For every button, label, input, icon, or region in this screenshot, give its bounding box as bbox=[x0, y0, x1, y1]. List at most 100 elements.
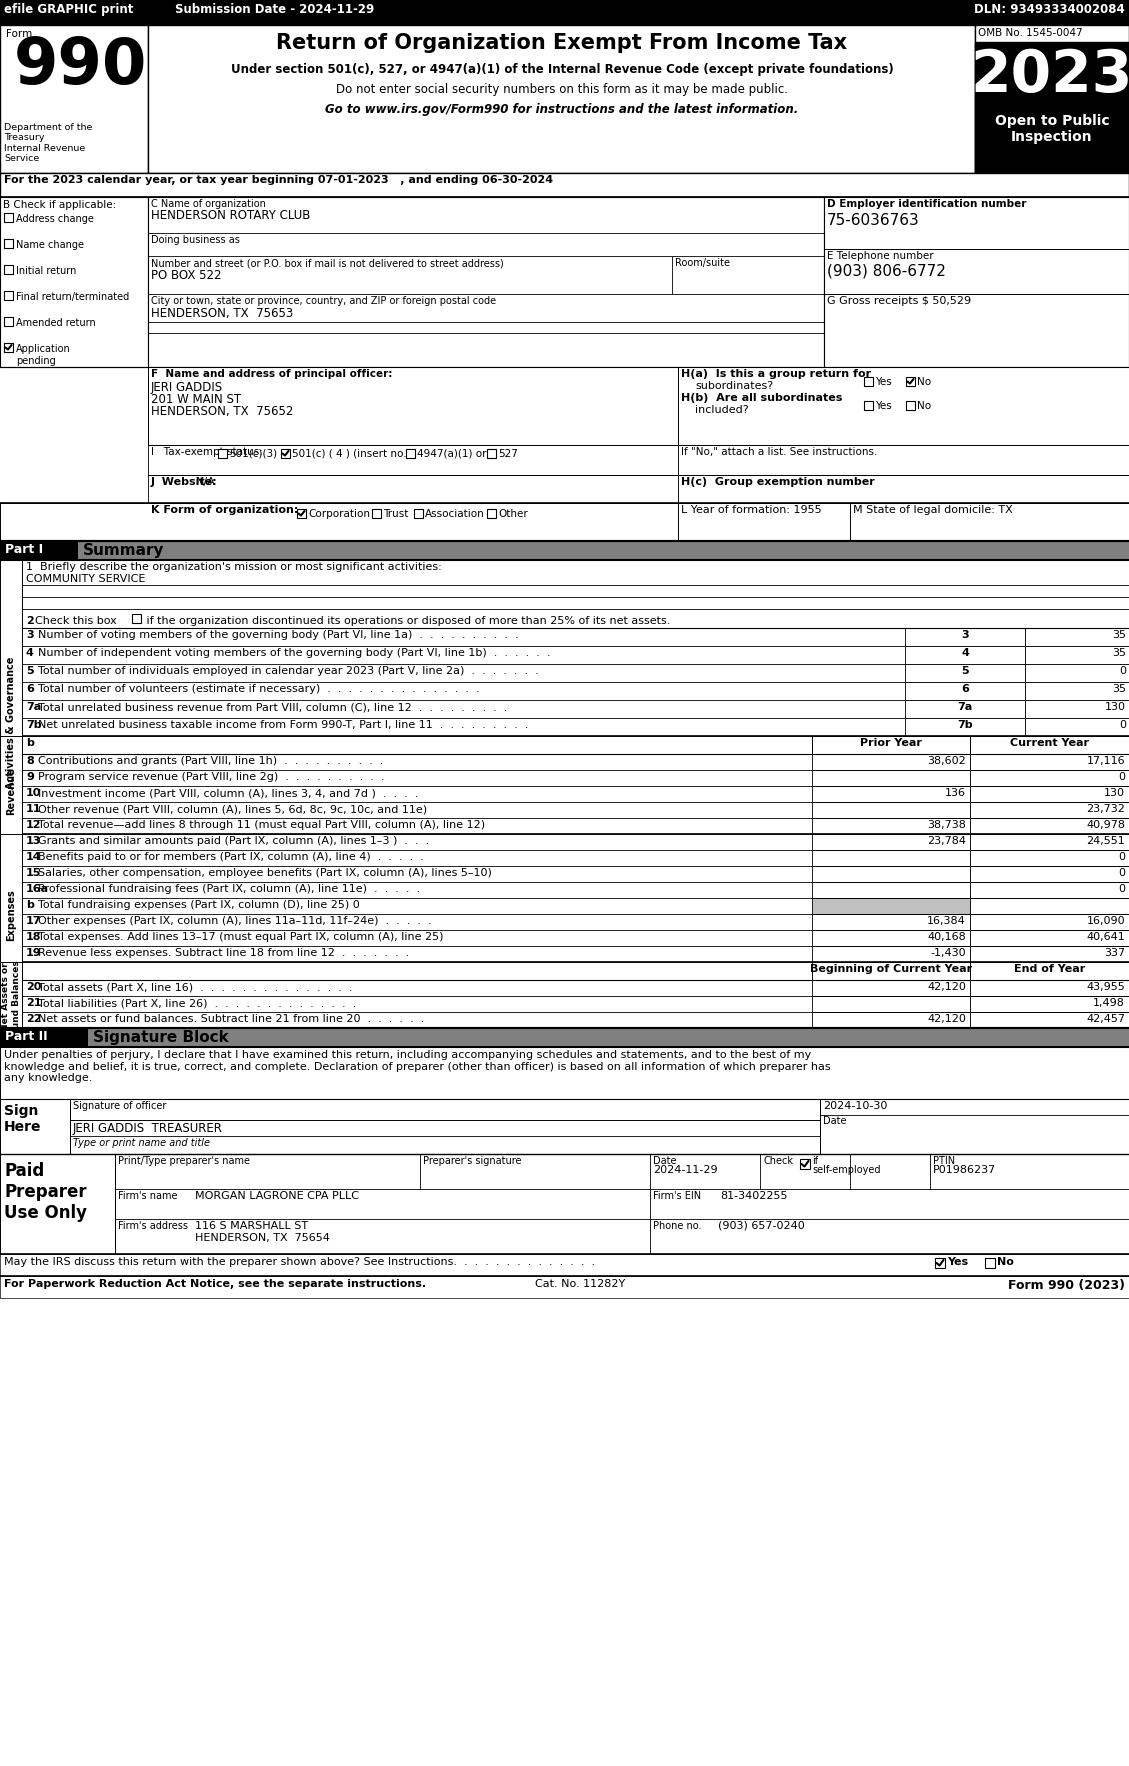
Bar bbox=[812, 786, 970, 802]
Bar bbox=[812, 962, 970, 980]
Bar bbox=[864, 401, 873, 410]
Text: 2: 2 bbox=[26, 616, 34, 625]
Text: No: No bbox=[997, 1257, 1014, 1266]
Text: Number of voting members of the governing body (Part VI, line 1a)  .  .  .  .  .: Number of voting members of the governin… bbox=[38, 630, 518, 639]
Bar bbox=[1025, 646, 1129, 664]
Bar bbox=[148, 475, 679, 503]
Text: Paid
Preparer
Use Only: Paid Preparer Use Only bbox=[5, 1162, 87, 1222]
Bar bbox=[970, 962, 1129, 980]
Text: Summary: Summary bbox=[84, 542, 165, 558]
Text: 10: 10 bbox=[26, 788, 42, 798]
Bar bbox=[905, 664, 1025, 682]
Text: (903) 806-6772: (903) 806-6772 bbox=[828, 263, 946, 279]
Bar bbox=[970, 915, 1129, 931]
Bar bbox=[905, 646, 1025, 664]
Text: Professional fundraising fees (Part IX, column (A), line 11e)  .  .  .  .  .: Professional fundraising fees (Part IX, … bbox=[38, 885, 420, 894]
Text: N/A: N/A bbox=[196, 477, 216, 487]
Text: 5: 5 bbox=[961, 666, 969, 676]
Text: Sign
Here: Sign Here bbox=[5, 1104, 42, 1134]
Text: 21: 21 bbox=[26, 998, 42, 1008]
Bar bbox=[970, 818, 1129, 834]
Bar bbox=[0, 25, 148, 173]
Text: Name change: Name change bbox=[16, 240, 84, 251]
Text: PO BOX 522: PO BOX 522 bbox=[151, 268, 221, 283]
Bar bbox=[5, 238, 14, 247]
Text: 1  Briefly describe the organization's mission or most significant activities:: 1 Briefly describe the organization's mi… bbox=[26, 562, 441, 572]
Text: P01986237: P01986237 bbox=[933, 1166, 996, 1174]
Text: Type or print name and title: Type or print name and title bbox=[73, 1137, 210, 1148]
Bar bbox=[905, 719, 1025, 736]
Bar bbox=[0, 1277, 1129, 1298]
Bar bbox=[297, 509, 306, 517]
Text: Total liabilities (Part X, line 26)  .  .  .  .  .  .  .  .  .  .  .  .  .  .: Total liabilities (Part X, line 26) . . … bbox=[38, 998, 357, 1008]
Text: Total number of individuals employed in calendar year 2023 (Part V, line 2a)  . : Total number of individuals employed in … bbox=[38, 666, 539, 676]
Bar bbox=[812, 881, 970, 897]
Bar bbox=[812, 802, 970, 818]
Bar bbox=[905, 629, 1025, 646]
Text: Association: Association bbox=[425, 509, 484, 519]
Text: Program service revenue (Part VIII, line 2g)  .  .  .  .  .  .  .  .  .  .: Program service revenue (Part VIII, line… bbox=[38, 772, 385, 782]
Text: Other revenue (Part VIII, column (A), lines 5, 6d, 8c, 9c, 10c, and 11e): Other revenue (Part VIII, column (A), li… bbox=[38, 804, 427, 814]
Text: 42,120: 42,120 bbox=[927, 1014, 966, 1024]
Bar bbox=[984, 1257, 995, 1268]
Text: (903) 657-0240: (903) 657-0240 bbox=[718, 1220, 805, 1231]
Text: self-employed: self-employed bbox=[812, 1166, 881, 1174]
Text: 0: 0 bbox=[1118, 885, 1124, 894]
Bar bbox=[905, 699, 1025, 719]
Bar bbox=[905, 376, 914, 387]
Text: 35: 35 bbox=[1112, 648, 1126, 659]
Text: 4: 4 bbox=[961, 648, 969, 659]
Text: Benefits paid to or for members (Part IX, column (A), line 4)  .  .  .  .  .: Benefits paid to or for members (Part IX… bbox=[38, 851, 423, 862]
Bar bbox=[679, 367, 1129, 445]
Text: 7b: 7b bbox=[957, 721, 973, 729]
Text: Final return/terminated: Final return/terminated bbox=[16, 291, 129, 302]
Bar bbox=[975, 108, 1129, 173]
Text: Trust: Trust bbox=[383, 509, 409, 519]
Bar bbox=[0, 736, 21, 846]
Text: 19: 19 bbox=[26, 948, 42, 957]
Text: C Name of organization: C Name of organization bbox=[151, 200, 265, 208]
Text: Date: Date bbox=[653, 1157, 676, 1166]
Text: Firm's name: Firm's name bbox=[119, 1190, 177, 1201]
Text: 35: 35 bbox=[1112, 630, 1126, 639]
Bar bbox=[5, 291, 14, 300]
Text: Room/suite: Room/suite bbox=[675, 258, 730, 268]
Bar bbox=[970, 931, 1129, 947]
Text: 42,120: 42,120 bbox=[927, 982, 966, 992]
Bar bbox=[1025, 719, 1129, 736]
Text: Number and street (or P.O. box if mail is not delivered to street address): Number and street (or P.O. box if mail i… bbox=[151, 258, 504, 268]
Bar bbox=[0, 540, 1129, 560]
Text: H(c)  Group exemption number: H(c) Group exemption number bbox=[681, 477, 875, 487]
Text: Date: Date bbox=[823, 1116, 847, 1127]
Text: Total expenses. Add lines 13–17 (must equal Part IX, column (A), line 25): Total expenses. Add lines 13–17 (must eq… bbox=[38, 932, 444, 941]
Text: 0: 0 bbox=[1119, 666, 1126, 676]
Bar bbox=[148, 25, 975, 173]
Text: 337: 337 bbox=[1104, 948, 1124, 957]
Bar bbox=[0, 173, 1129, 198]
Text: D Employer identification number: D Employer identification number bbox=[828, 200, 1026, 208]
Text: 4: 4 bbox=[26, 648, 34, 659]
Bar bbox=[812, 818, 970, 834]
Bar bbox=[812, 980, 970, 996]
Text: For the 2023 calendar year, or tax year beginning 07-01-2023   , and ending 06-3: For the 2023 calendar year, or tax year … bbox=[5, 175, 553, 185]
Bar bbox=[812, 897, 970, 915]
Text: 5: 5 bbox=[26, 666, 34, 676]
Text: -1,430: -1,430 bbox=[930, 948, 966, 957]
Bar bbox=[975, 25, 1129, 173]
Bar bbox=[148, 445, 679, 475]
Bar bbox=[281, 449, 290, 457]
Text: 38,738: 38,738 bbox=[927, 819, 966, 830]
Bar bbox=[0, 0, 1129, 25]
Text: Return of Organization Exempt From Income Tax: Return of Organization Exempt From Incom… bbox=[277, 34, 848, 53]
Text: Signature of officer: Signature of officer bbox=[73, 1100, 166, 1111]
Text: 0: 0 bbox=[1118, 869, 1124, 878]
Bar bbox=[0, 1254, 1129, 1277]
Text: 12: 12 bbox=[26, 819, 42, 830]
Bar bbox=[0, 1153, 1129, 1254]
Bar bbox=[679, 445, 1129, 475]
Bar bbox=[812, 770, 970, 786]
Text: No: No bbox=[917, 401, 931, 411]
Bar bbox=[812, 865, 970, 881]
Text: L Year of formation: 1955: L Year of formation: 1955 bbox=[681, 505, 822, 516]
Text: 35: 35 bbox=[1112, 683, 1126, 694]
